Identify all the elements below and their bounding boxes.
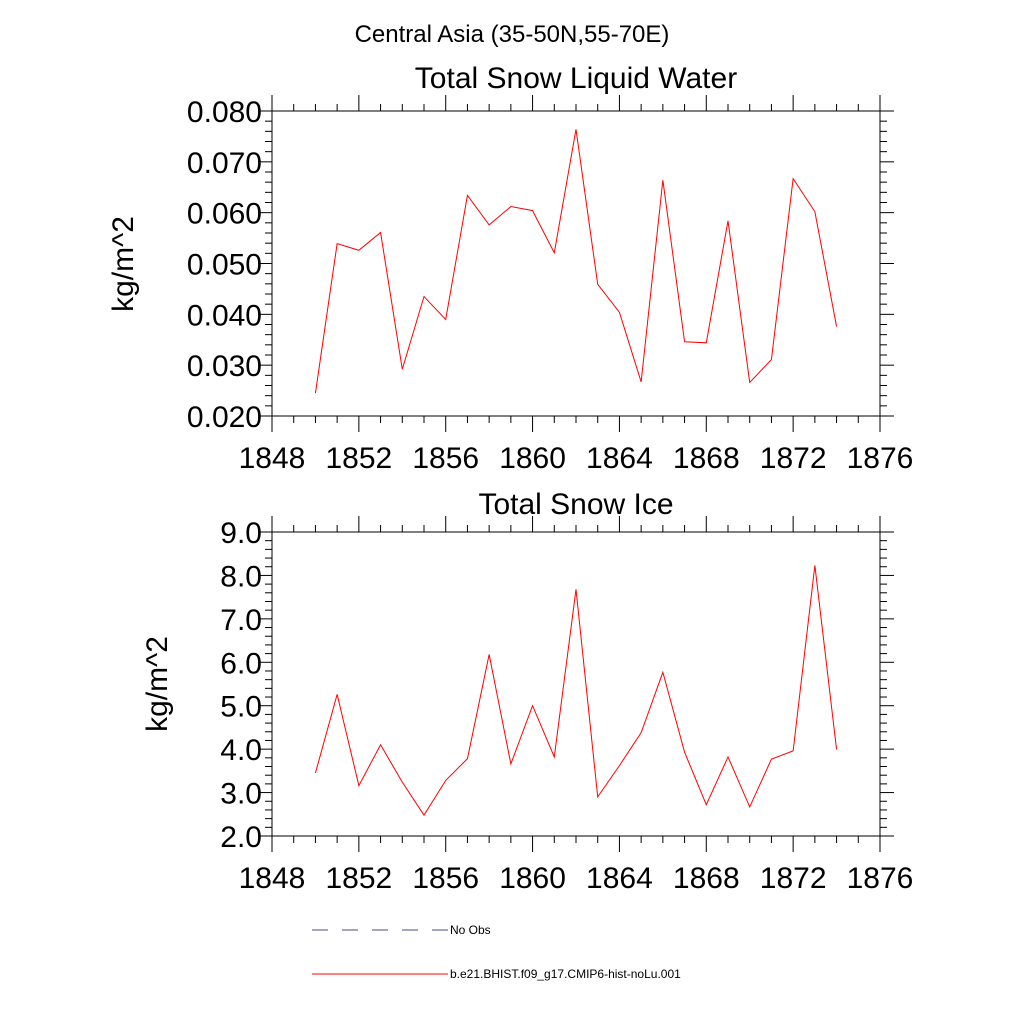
y-tick-label: 7.0 [220,604,262,637]
x-tick-label: 1848 [239,442,306,475]
plot-frame [271,531,881,837]
x-tick-label: 1876 [847,862,914,895]
legend-label-model-run: b.e21.BHIST.f09_g17.CMIP6-hist-noLu.001 [450,967,681,981]
x-tick-label: 1852 [325,442,392,475]
y-tick-label: 0.080 [187,96,262,129]
x-tick-label: 1864 [586,442,653,475]
figure-title: Central Asia (35-50N,55-70E) [355,21,670,48]
y-tick-label: 0.030 [187,350,262,383]
y-axis-label: kg/m^2 [141,636,174,732]
x-tick-label: 1864 [586,862,653,895]
x-tick-label: 1860 [499,442,566,475]
y-tick-label: 6.0 [220,647,262,680]
plot-frame [271,110,881,417]
y-tick-label: 0.050 [187,249,262,282]
y-tick-label: 0.020 [187,401,262,434]
x-tick-label: 1848 [239,862,306,895]
chart-title: Total Snow Ice [478,488,673,521]
x-tick-label: 1872 [760,442,827,475]
x-tick-label: 1856 [412,442,479,475]
x-tick-label: 1868 [673,442,740,475]
y-tick-label: 0.040 [187,299,262,332]
y-tick-label: 8.0 [220,560,262,593]
y-tick-label: 3.0 [220,778,262,811]
y-tick-label: 2.0 [220,821,262,854]
x-tick-label: 1876 [847,442,914,475]
series-line [314,129,838,394]
y-tick-label: 0.070 [187,147,262,180]
chart-panel-snow-liquid-water: Total Snow Liquid Water kg/m^2 1848 1852 1… [107,62,913,475]
x-tick-label: 1868 [673,862,740,895]
legend-label-no-obs: No Obs [450,923,491,937]
chart-panel-snow-ice: Total Snow Ice kg/m^2 1848 1852 1856 1860 18… [141,488,913,895]
y-axis-label: kg/m^2 [107,216,140,312]
legend: No Obs b.e21.BHIST.f09_g17.CMIP6-hist-no… [312,923,681,981]
x-tick-label: 1872 [760,862,827,895]
chart-title: Total Snow Liquid Water [415,62,737,95]
y-tick-label: 5.0 [220,691,262,724]
y-tick-label: 9.0 [220,517,262,550]
y-tick-label: 4.0 [220,734,262,767]
series-line [314,565,838,817]
x-tick-label: 1856 [412,862,479,895]
x-tick-label: 1852 [325,862,392,895]
x-tick-label: 1860 [499,862,566,895]
y-tick-label: 0.060 [187,198,262,231]
